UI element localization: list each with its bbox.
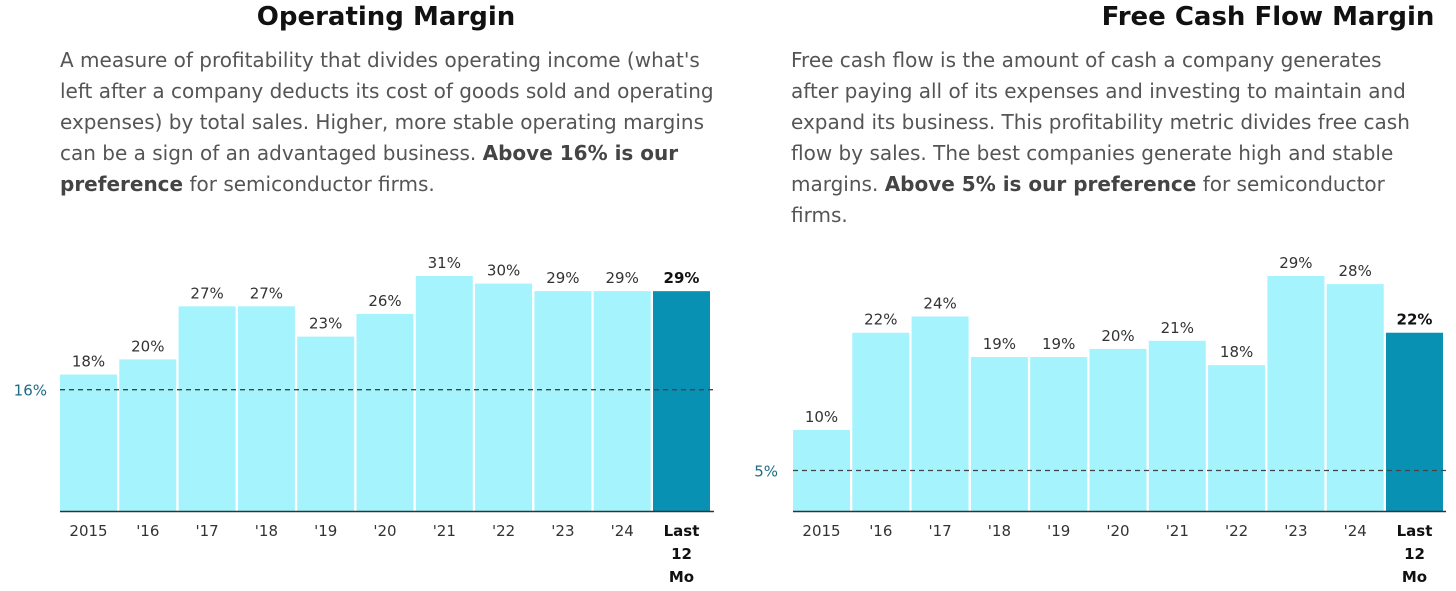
free-cash-flow-margin-chart: 10% 2015 22% '16 24% '17 19% '18 19% '19 20% '20 21%… — [754, 254, 1446, 586]
data-label: 29% — [606, 269, 639, 287]
bar — [237, 306, 295, 511]
data-label: 19% — [1042, 335, 1075, 353]
x-tick-label: '16 — [136, 522, 159, 540]
bar — [1267, 276, 1325, 511]
description-preference: Above 16% is our preference — [60, 141, 679, 196]
bar — [1030, 357, 1088, 511]
bar — [852, 332, 910, 511]
data-label: 20% — [131, 337, 164, 355]
bar — [1208, 365, 1266, 511]
x-tick-label: '17 — [195, 522, 218, 540]
bar — [593, 291, 651, 511]
data-label: 27% — [190, 284, 223, 302]
operating-margin-panel: Operating Margin A measure of profitabil… — [14, 2, 720, 586]
chart-title: Operating Margin — [256, 2, 516, 32]
x-tick-label: 12 — [1404, 545, 1425, 563]
chart-description: Free cash flow is the amount of cash a c… — [791, 45, 1431, 231]
bar — [178, 306, 236, 511]
bar — [119, 359, 177, 511]
description-suffix: for semiconductor firms. — [189, 172, 435, 196]
data-label: 26% — [368, 292, 401, 310]
x-tick-label: '19 — [314, 522, 337, 540]
data-label: 29% — [546, 269, 579, 287]
bar — [970, 357, 1028, 511]
x-tick-label: Mo — [669, 568, 694, 586]
free-cash-flow-margin-panel: Free Cash Flow Margin Free cash flow is … — [728, 0, 1456, 591]
reference-line-label: 5% — [754, 462, 778, 480]
x-tick-label: '19 — [1047, 522, 1070, 540]
bar — [356, 313, 414, 511]
x-tick-label: Mo — [1402, 568, 1427, 586]
bar-highlight — [653, 291, 710, 511]
x-tick-label: Last — [1397, 522, 1433, 540]
x-tick-label: '20 — [1106, 522, 1129, 540]
chart-description: A measure of profitability that divides … — [60, 45, 720, 200]
x-tick-label: '22 — [492, 522, 515, 540]
x-tick-label: 2015 — [69, 522, 107, 540]
x-tick-label: '23 — [1284, 522, 1307, 540]
description-text: A measure of profitability that divides … — [60, 48, 714, 165]
x-tick-label: '24 — [1344, 522, 1367, 540]
data-label: 24% — [923, 295, 956, 313]
x-tick-label: '18 — [255, 522, 278, 540]
bar — [1326, 284, 1384, 511]
data-label: 18% — [1220, 343, 1253, 361]
chart-title: Free Cash Flow Margin — [1101, 2, 1435, 32]
data-label: 23% — [309, 315, 342, 333]
x-tick-label: '16 — [869, 522, 892, 540]
data-label: 29% — [664, 269, 700, 287]
data-label: 21% — [1161, 319, 1194, 337]
data-label: 31% — [428, 254, 461, 272]
x-tick-label: 2015 — [802, 522, 840, 540]
x-tick-label: '21 — [1166, 522, 1189, 540]
x-tick-label: '17 — [928, 522, 951, 540]
x-tick-label: '18 — [988, 522, 1011, 540]
bar — [475, 283, 533, 511]
data-label: 29% — [1279, 254, 1312, 272]
data-label: 20% — [1101, 327, 1134, 345]
bar — [415, 276, 473, 511]
data-label: 10% — [805, 408, 838, 426]
data-label: 28% — [1339, 262, 1372, 280]
data-label: 27% — [250, 284, 283, 302]
reference-line-label: 16% — [14, 382, 47, 400]
x-tick-label: Last — [664, 522, 700, 540]
data-label: 30% — [487, 262, 520, 280]
x-tick-label: '22 — [1225, 522, 1248, 540]
bar — [297, 336, 355, 511]
bar — [1089, 348, 1147, 511]
description-suffix: for semiconductor firms. — [791, 172, 1385, 227]
data-label: 18% — [72, 353, 105, 371]
x-tick-label: '24 — [611, 522, 634, 540]
x-tick-label: 12 — [671, 545, 692, 563]
x-tick-label: '20 — [373, 522, 396, 540]
bar — [60, 374, 117, 511]
bar — [534, 291, 592, 511]
data-label: 19% — [983, 335, 1016, 353]
data-label: 22% — [864, 311, 897, 329]
description-text: Free cash flow is the amount of cash a c… — [791, 48, 1410, 196]
bar — [1148, 340, 1206, 511]
data-label: 22% — [1397, 311, 1433, 329]
operating-margin-chart: 18% 2015 20% '16 27% '17 27% '18 23% '19 26% '20 31%… — [14, 254, 714, 586]
x-tick-label: '21 — [433, 522, 456, 540]
description-preference: Above 5% is our preference — [884, 172, 1197, 196]
bar — [911, 316, 969, 511]
x-tick-label: '23 — [551, 522, 574, 540]
bar-highlight — [1386, 332, 1443, 511]
